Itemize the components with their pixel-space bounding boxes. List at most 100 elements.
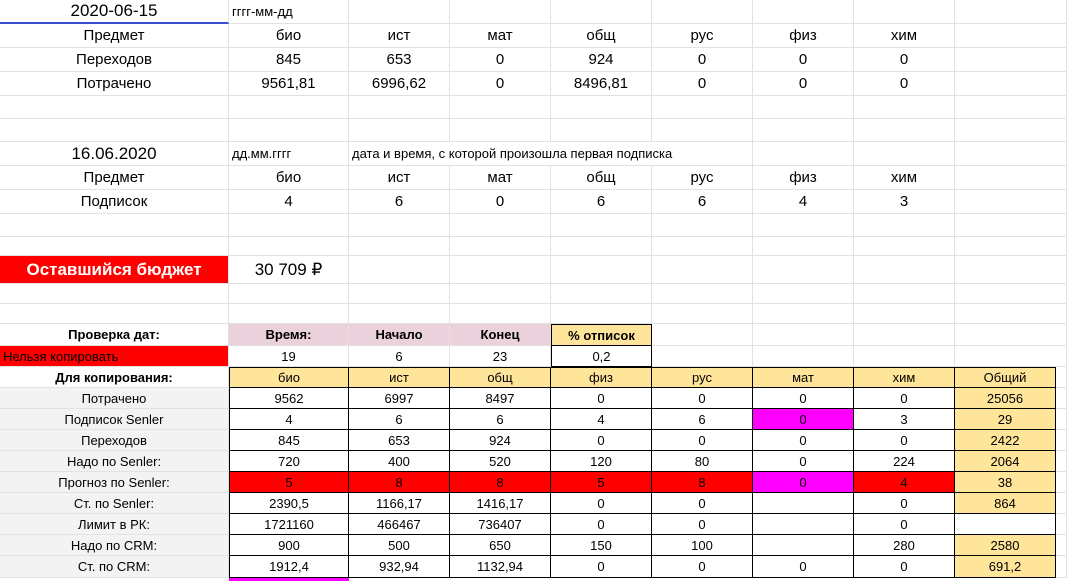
total-cell[interactable]: 25056: [955, 388, 1056, 409]
table-cell[interactable]: 9562: [229, 388, 349, 409]
spent-cell[interactable]: 0: [753, 72, 854, 96]
empty-cell[interactable]: [854, 96, 955, 119]
empty-cell[interactable]: [854, 304, 955, 324]
empty-cell[interactable]: [955, 166, 1067, 190]
date2-cell[interactable]: 16.06.2020: [0, 142, 229, 166]
transitions-cell[interactable]: 0: [652, 48, 753, 72]
budget-value[interactable]: 30 709 ₽: [229, 256, 349, 284]
empty-cell[interactable]: [955, 324, 1067, 346]
empty-cell[interactable]: [955, 284, 1067, 304]
empty-cell[interactable]: [0, 304, 229, 324]
table-cell[interactable]: [753, 493, 854, 514]
table-cell[interactable]: 0: [652, 430, 753, 451]
table-cell[interactable]: 0: [652, 556, 753, 578]
subject-cell[interactable]: био: [229, 166, 349, 190]
table-cell[interactable]: 0: [551, 388, 652, 409]
empty-cell[interactable]: [753, 237, 854, 256]
empty-cell[interactable]: [349, 214, 450, 237]
table-cell[interactable]: 1912,4: [229, 556, 349, 578]
spent-label[interactable]: Потрачено: [0, 72, 229, 96]
empty-cell[interactable]: [1056, 472, 1067, 493]
empty-cell[interactable]: [229, 119, 349, 142]
col-header[interactable]: общ: [450, 367, 551, 388]
end-value[interactable]: 23: [450, 346, 551, 367]
empty-cell[interactable]: [450, 214, 551, 237]
subject-cell[interactable]: рус: [652, 24, 753, 48]
table-cell[interactable]: 0: [551, 514, 652, 535]
table-cell[interactable]: 0: [652, 493, 753, 514]
empty-cell[interactable]: [0, 214, 229, 237]
unsub-header[interactable]: % отписок: [551, 324, 652, 346]
empty-cell[interactable]: [652, 214, 753, 237]
subjects-label[interactable]: Предмет: [0, 24, 229, 48]
subject-cell[interactable]: физ: [753, 166, 854, 190]
empty-cell[interactable]: [349, 284, 450, 304]
empty-cell[interactable]: [0, 96, 229, 119]
col-header[interactable]: хим: [854, 367, 955, 388]
table-cell[interactable]: 4: [854, 472, 955, 493]
empty-cell[interactable]: [753, 304, 854, 324]
empty-cell[interactable]: [652, 256, 753, 284]
empty-cell[interactable]: [753, 96, 854, 119]
table-cell[interactable]: 6: [652, 409, 753, 430]
subject-cell[interactable]: рус: [652, 166, 753, 190]
col-header-total[interactable]: Общий: [955, 367, 1056, 388]
unsub-value[interactable]: 0,2: [551, 346, 652, 367]
total-cell[interactable]: [955, 514, 1056, 535]
table-cell[interactable]: 8497: [450, 388, 551, 409]
subjects-label[interactable]: Предмет: [0, 166, 229, 190]
subject-cell[interactable]: ист: [349, 24, 450, 48]
table-cell[interactable]: 100: [652, 535, 753, 556]
transitions-cell[interactable]: 924: [551, 48, 652, 72]
empty-cell[interactable]: [0, 237, 229, 256]
empty-cell[interactable]: [854, 256, 955, 284]
row-label[interactable]: Надо по CRM:: [0, 535, 229, 556]
row-label[interactable]: Ст. по CRM:: [0, 556, 229, 578]
empty-cell[interactable]: [551, 119, 652, 142]
table-cell[interactable]: 0: [753, 409, 854, 430]
empty-cell[interactable]: [854, 237, 955, 256]
table-cell[interactable]: 0: [551, 556, 652, 578]
table-cell[interactable]: [753, 514, 854, 535]
empty-cell[interactable]: [955, 24, 1067, 48]
subject-cell[interactable]: хим: [854, 24, 955, 48]
row-label[interactable]: Подписок Senler: [0, 409, 229, 430]
empty-cell[interactable]: [450, 119, 551, 142]
total-cell[interactable]: 2580: [955, 535, 1056, 556]
empty-cell[interactable]: [450, 284, 551, 304]
subs-label[interactable]: Подписок: [0, 190, 229, 214]
empty-cell[interactable]: [854, 324, 955, 346]
empty-cell[interactable]: [450, 96, 551, 119]
empty-cell[interactable]: [229, 237, 349, 256]
empty-cell[interactable]: [652, 304, 753, 324]
table-cell[interactable]: 0: [551, 493, 652, 514]
empty-cell[interactable]: [551, 304, 652, 324]
spent-cell[interactable]: 0: [450, 72, 551, 96]
empty-cell[interactable]: [854, 142, 955, 166]
table-cell[interactable]: 0: [854, 514, 955, 535]
empty-cell[interactable]: [955, 190, 1067, 214]
empty-cell[interactable]: [955, 96, 1067, 119]
empty-cell[interactable]: [753, 214, 854, 237]
empty-cell[interactable]: [349, 237, 450, 256]
empty-cell[interactable]: [652, 0, 753, 24]
start-value[interactable]: 6: [349, 346, 450, 367]
row-label[interactable]: Надо по Senler:: [0, 451, 229, 472]
table-cell[interactable]: 0: [753, 472, 854, 493]
table-cell[interactable]: 0: [854, 556, 955, 578]
table-cell[interactable]: 0: [652, 388, 753, 409]
subs-cell[interactable]: 4: [753, 190, 854, 214]
table-cell[interactable]: 466467: [349, 514, 450, 535]
empty-cell[interactable]: [955, 214, 1067, 237]
empty-cell[interactable]: [955, 237, 1067, 256]
table-cell[interactable]: 4: [551, 409, 652, 430]
subs-cell[interactable]: 6: [349, 190, 450, 214]
empty-cell[interactable]: [753, 324, 854, 346]
subject-cell[interactable]: мат: [450, 24, 551, 48]
transitions-cell[interactable]: 0: [450, 48, 551, 72]
table-cell[interactable]: 8: [652, 472, 753, 493]
empty-cell[interactable]: [753, 284, 854, 304]
time-value[interactable]: 19: [229, 346, 349, 367]
empty-cell[interactable]: [229, 304, 349, 324]
row-label[interactable]: Ст. по Senler:: [0, 493, 229, 514]
